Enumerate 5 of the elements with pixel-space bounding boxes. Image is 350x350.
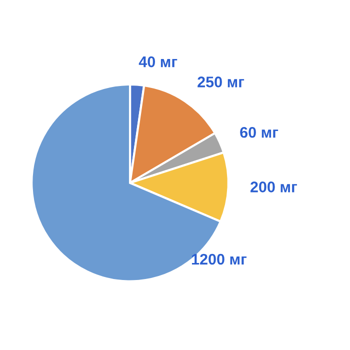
slice-label: 250 мг <box>198 76 244 88</box>
slice-label: 1200 мг <box>192 254 247 265</box>
slice-label: 60 мг <box>240 126 278 138</box>
slice-label: 40 мг <box>138 56 178 68</box>
slice-label: 200 мг <box>250 182 297 192</box>
